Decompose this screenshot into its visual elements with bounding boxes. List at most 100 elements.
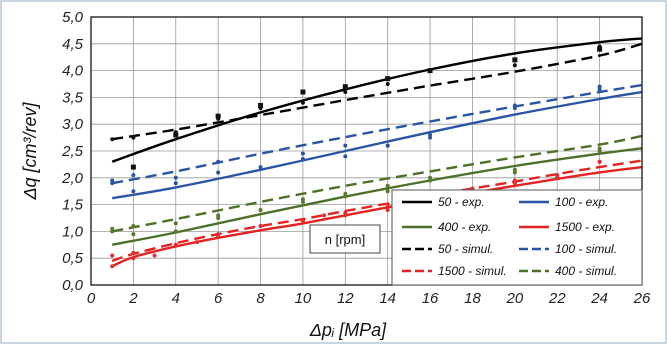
legend-item: 100 - exp. [519,195,608,209]
legend-label: 50 - exp. [438,195,485,209]
data-point-1500-simul [131,250,136,255]
data-point-50-exp [130,164,136,170]
series-line-50-exp [111,37,643,163]
data-point-50-exp [258,102,264,108]
data-point-50-simul [385,82,390,86]
data-point-1500-simul [597,159,602,164]
series-line-1500-exp [111,165,643,268]
data-point-400-exp [131,232,136,237]
data-point-400-exp [173,229,178,234]
data-point-1500-simul [258,224,263,229]
x-tick-label: 2 [128,290,138,307]
data-point-400-exp [385,189,390,194]
data-point-1500-simul [216,234,221,239]
data-point-50-simul [512,63,517,68]
x-tick-label: 8 [256,290,265,307]
data-point-400-simul [131,224,136,229]
data-point-50-simul [216,116,221,121]
data-point-50-simul [597,44,602,49]
x-tick-label: 26 [633,290,651,307]
legend-item: 50 - exp. [402,195,485,209]
legend: 50 - exp. 100 - exp. 400 - exp. 1500 - exp.… [309,189,643,286]
data-point-50-simul [343,90,348,95]
data-point-100-simul [110,178,115,183]
series-line-50-simul [112,42,643,141]
x-tick-label: 12 [337,290,354,307]
data-point-400-simul [343,191,348,196]
y-tick-label: 0,5 [62,250,84,267]
data-point-1500-exp [110,264,115,269]
legend-item: 100 - simul. [519,242,617,256]
data-point-400-simul [173,221,178,226]
data-point-50-simul [258,106,263,111]
legend-label: 1500 - exp. [555,220,615,234]
data-point-400-simul [597,149,602,153]
data-point-50-simul [131,135,136,140]
y-tick-label: 0,0 [62,277,84,294]
data-point-1500-simul [512,178,517,183]
legend-label: 1500 - simul. [438,264,507,278]
data-point-1500-exp [322,213,327,218]
data-point-50-exp [300,89,306,95]
legend-label: 400 - exp. [438,220,491,234]
data-point-100-simul [512,103,517,108]
series-line-400-exp [111,147,643,246]
legend-label: 400 - simul. [555,264,617,278]
data-point-50-exp [385,76,391,82]
series-points [110,44,603,269]
x-tick-label: 0 [87,290,96,307]
data-point-50-exp [512,57,518,63]
legend-item: 400 - simul. [519,264,617,278]
data-point-100-simul [428,132,433,137]
x-axis-title: Δpᵢ [MPa] [309,320,387,340]
y-tick-label: 3,0 [62,116,84,133]
x-tick-label: 24 [590,290,608,307]
legend-box [391,189,643,286]
data-point-50-simul [173,130,178,135]
data-point-50-exp [173,132,179,138]
y-tick-label: 2,0 [61,170,84,187]
data-point-100-exp [131,189,136,194]
data-point-1500-simul [555,173,560,178]
data-point-1500-simul [173,242,178,247]
data-point-400-simul [300,199,305,204]
legend-item: 400 - exp. [402,220,491,234]
y-tick-label: 1,5 [62,197,84,214]
y-tick-label: 3,5 [62,89,84,106]
data-point-1500-simul [343,210,348,215]
series-lines [111,37,643,268]
data-point-100-simul [216,159,221,164]
data-point-1500-simul [300,218,305,223]
data-point-1500-exp [152,253,157,258]
data-point-400-simul [428,175,433,180]
data-point-1500-exp [131,256,136,261]
data-point-100-simul [131,173,136,178]
series-line-100-exp [111,90,643,200]
x-tick-label: 4 [172,290,180,307]
rpm-note: n [rpm] [325,232,365,247]
data-point-100-simul [300,151,305,156]
x-tick-label: 6 [214,290,223,307]
x-tick-label: 20 [506,290,524,307]
x-tick-label: 22 [548,290,566,307]
data-point-1500-simul [110,253,115,258]
data-point-100-exp [216,170,221,175]
data-point-100-simul [343,143,348,148]
y-tick-label: 2,5 [61,143,84,160]
y-axis-title: Δq [cm³/rev] [20,101,40,200]
data-point-100-simul [385,143,390,148]
x-tick-label: 16 [422,290,439,307]
data-point-1500-exp [194,240,199,245]
legend-label: 100 - exp. [555,195,608,209]
data-point-50-exp [215,113,221,119]
x-tick-label: 18 [464,290,481,307]
data-point-400-simul [512,167,517,172]
data-point-50-exp [342,84,348,90]
series-line-100-simul [111,83,643,185]
data-point-50-exp [597,46,603,52]
data-point-100-simul [597,84,602,89]
data-point-50-simul [300,100,305,105]
series-line-1500-simul [111,159,643,263]
data-point-100-simul [173,175,178,180]
